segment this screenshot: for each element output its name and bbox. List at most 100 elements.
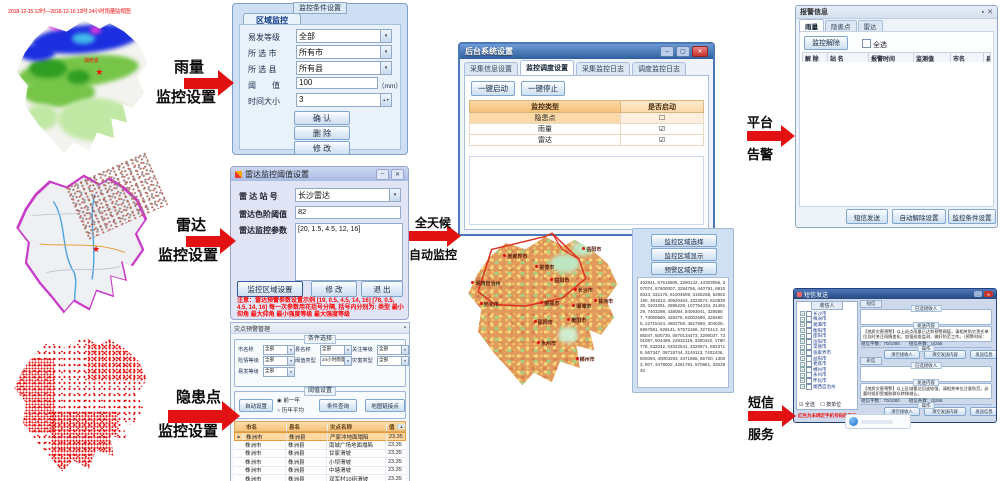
table-row[interactable]: 株洲市 株洲县 双军村10组滑坡 23.35 <box>234 474 406 481</box>
filter-select[interactable]: 县名称 全部 ▾ <box>295 344 352 355</box>
maximize-icon[interactable]: ▢ <box>676 46 690 57</box>
app-icon <box>235 170 242 178</box>
radar-params-textarea[interactable]: [20, 1.5, 4.5, 12, 16] <box>295 223 403 281</box>
county-select[interactable]: 所有县 ▾ <box>296 61 392 75</box>
table-row[interactable]: 隐患点 ☐ <box>469 113 704 124</box>
monitor-region-button[interactable]: 监控区域设置 <box>237 281 303 297</box>
tree-item[interactable]: + 怀化市 <box>800 377 827 384</box>
filter-select[interactable]: 险情等级 全部 ▾ <box>238 355 295 366</box>
tab-region-monitor[interactable]: 区域监控 <box>243 13 301 26</box>
filter-select[interactable]: 阈值类型 24小时雨量 ▾ <box>295 355 352 366</box>
scroll-up-icon[interactable]: ▲ <box>397 424 405 429</box>
table-row[interactable]: 株洲市 株洲县 甘家滑坡 23.35 <box>234 449 406 459</box>
tab-rain[interactable]: 雨量 <box>799 19 824 31</box>
auto-release-settings-button[interactable]: 自动解除设置 <box>892 209 946 224</box>
table-row[interactable]: 雨量 ☑ <box>469 124 704 135</box>
time-spinner[interactable]: 3 ▲▼ <box>296 93 392 107</box>
map-radar: ★ <box>5 151 168 324</box>
clear-content-button[interactable]: 清空发送内容 <box>924 407 966 416</box>
tree-item[interactable]: + 邵阳市 <box>800 333 827 340</box>
pin-icon[interactable]: ▪ <box>981 8 985 16</box>
close-icon[interactable]: ✕ <box>692 46 708 57</box>
tab-recipients[interactable]: 收信人 <box>811 302 843 310</box>
tree-item[interactable]: + 张家界市 <box>800 349 831 356</box>
tab-radar[interactable]: 雷达 <box>857 20 883 31</box>
close-icon[interactable]: ✕ <box>984 291 993 297</box>
grade-select[interactable]: 全部 ▾ <box>296 29 392 43</box>
tree-item[interactable]: + 永州市 <box>800 372 827 379</box>
table-row[interactable]: 株洲市 株洲县 小坝滑坡 23.35 <box>234 457 406 467</box>
tree-item[interactable]: + 岳阳市 <box>800 338 827 345</box>
tree-item[interactable]: + 益阳市 <box>800 355 827 362</box>
tab-schedule-log[interactable]: 调度监控日志 <box>632 62 686 75</box>
tree-item[interactable]: + 株洲市 <box>800 316 827 323</box>
radar-station-select[interactable]: 长沙雷达 ▾ <box>295 188 401 202</box>
table-row[interactable]: 株洲市 株洲县 中塘滑坡 23.35 <box>234 466 406 475</box>
query-button[interactable]: 条件查询 <box>319 399 357 412</box>
tree-item[interactable]: + 湘潭市 <box>800 321 827 328</box>
select-all-checkbox[interactable]: 全选 <box>862 39 887 50</box>
radio-avg-years[interactable]: ○ 历年平均 <box>277 408 304 414</box>
release-monitor-button[interactable]: 监控解除 <box>804 36 848 50</box>
close-icon[interactable]: ✕ <box>987 9 993 16</box>
mms-section: 彩信 已选接收人 发送内容 【地质灾害预警】以上区域雷达回波较强，请相关单位注意… <box>858 357 996 416</box>
modify-button[interactable]: 修 改 <box>311 281 357 297</box>
city-select[interactable]: 所有市 ▾ <box>296 45 392 59</box>
modify-button[interactable]: 修 改 <box>294 141 350 155</box>
dialog-titlebar: 雷达监控阈值设置 – ✕ <box>231 167 408 181</box>
taskbar-chip[interactable] <box>845 414 911 429</box>
monitor-condition-settings-button[interactable]: 监控条件设置 <box>948 209 996 224</box>
tree-item[interactable]: + 长沙市 <box>800 311 827 317</box>
tab-sms[interactable]: 短信 <box>860 300 882 308</box>
minimize-icon[interactable]: – <box>974 291 982 297</box>
mms-content-text[interactable]: 【地质灾害预警】以上区域雷达回波较强，请相关单位注意防范，必要时组织受威胁群众转… <box>863 386 989 397</box>
field-label: 易发等级 <box>248 33 280 42</box>
auto-set-button[interactable]: 自动设置 <box>239 399 273 412</box>
tree-item[interactable]: + 常德市 <box>800 344 827 351</box>
clear-recipients-button[interactable]: 清空接收人 <box>884 350 920 359</box>
tab-hazard[interactable]: 隐患点 <box>825 20 857 31</box>
pin-icon[interactable]: ▪ <box>403 325 406 331</box>
clear-content-button[interactable]: 清空发送内容 <box>924 350 966 359</box>
minimize-icon[interactable]: – <box>660 46 674 57</box>
by-unit-checkbox[interactable]: ☐ 按单位 <box>820 402 842 408</box>
tab-collect-settings[interactable]: 采集信息设置 <box>464 62 518 75</box>
threshold-input[interactable]: 100 <box>296 77 378 89</box>
map-link-button[interactable]: 地图链接点 <box>365 399 405 412</box>
sms-content-text[interactable]: 【地质灾害预警】以上站点雨量已达到预警阈值，请相关防灾责任单位及时关注雨情变化，… <box>863 329 989 340</box>
minimize-icon[interactable]: – <box>376 168 389 180</box>
tree-item[interactable]: + 郴州市 <box>800 366 827 373</box>
select-region-button[interactable]: 监控区域选择 <box>651 234 717 247</box>
radio-prev-year[interactable]: ◉ 前一年 <box>277 398 300 404</box>
filter-select[interactable]: 关注等级 全部 ▾ <box>352 344 409 355</box>
window-titlebar: 短信发送 – ✕ <box>794 289 996 299</box>
filter-select[interactable]: 易发等级 全部 ▾ <box>238 366 295 377</box>
filter-select[interactable]: 灾害类型 全部 ▾ <box>352 355 409 366</box>
tree-item[interactable]: + 娄底市 <box>800 361 827 368</box>
select-all-checkbox[interactable]: ☑ 全选 <box>799 402 815 408</box>
send-button[interactable]: 发送信息 <box>970 407 996 416</box>
tree-item[interactable]: + 衡阳市 <box>800 327 827 334</box>
tab-monitor-schedule[interactable]: 监控调度设置 <box>520 60 574 75</box>
table-row[interactable]: 雷达 ☑ <box>469 135 704 146</box>
filter-select[interactable]: 市名称 全部 ▾ <box>238 344 295 355</box>
start-all-button[interactable]: 一键启动 <box>471 81 515 96</box>
send-button[interactable]: 发送信息 <box>970 350 996 359</box>
region-terrain-map: 岳阳市 常德市 张家界市 湘西自治州 益阳市 怀化市 长沙市 株洲市 湘潭市 娄… <box>458 230 626 392</box>
table-row[interactable]: 株洲市 株洲县 南城广场地面塌陷 23.35 <box>234 441 406 450</box>
tab-mms[interactable]: 彩信 <box>860 357 882 365</box>
exit-button[interactable]: 退 出 <box>361 281 403 297</box>
delete-button[interactable]: 删 除 <box>294 126 350 140</box>
save-region-button[interactable]: 预警区域保存 <box>651 262 717 275</box>
send-sms-button[interactable]: 短信发送 <box>846 209 888 224</box>
show-region-button[interactable]: 监控区域显示 <box>651 248 717 261</box>
flow-sms-service: 短信 服务 <box>742 390 798 442</box>
confirm-button[interactable]: 确 认 <box>294 111 350 125</box>
tab-collect-log[interactable]: 采集监控日志 <box>576 62 630 75</box>
stop-all-button[interactable]: 一键停止 <box>521 81 565 96</box>
close-icon[interactable]: ✕ <box>391 168 404 180</box>
coordinates-textarea[interactable]: 402941, 57515905, 3290142, 43303056, 307… <box>637 277 729 388</box>
tree-item[interactable]: + 湘西自治州 <box>800 383 836 390</box>
color-threshold-input[interactable]: 82 <box>295 206 401 219</box>
table-row[interactable]: 株洲市 株洲县 严家冲地面塌陷 23.35 <box>234 432 406 442</box>
